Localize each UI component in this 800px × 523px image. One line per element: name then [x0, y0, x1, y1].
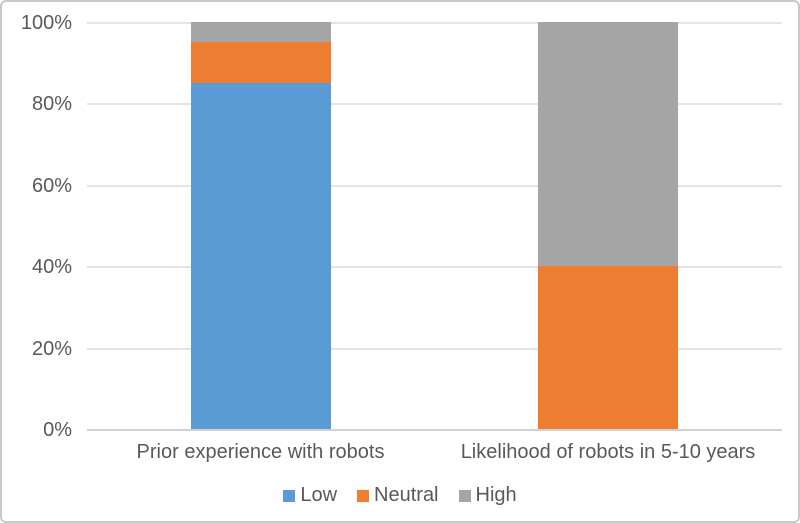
legend-label: Neutral [374, 484, 439, 506]
legend-swatch-icon [357, 490, 370, 502]
legend-swatch-icon [283, 490, 296, 502]
bar-0-segment-low [190, 83, 331, 429]
legend-label: Low [300, 484, 338, 506]
y-tick-label-20: 20% [31, 337, 72, 360]
y-tick-label-100: 100% [20, 12, 72, 34]
legend-item-low: Low [283, 483, 337, 507]
legend-item-high: High [458, 483, 517, 507]
gridline-60 [87, 184, 782, 187]
legend-swatch-icon [458, 490, 471, 502]
plot-area [87, 22, 782, 431]
y-tick-label-60: 60% [31, 174, 72, 197]
legend-item-neutral: Neutral [357, 483, 439, 507]
gridline-40 [87, 266, 782, 269]
y-tick-label-40: 40% [31, 256, 72, 279]
bar-1-segment-high [538, 22, 679, 267]
legend-label: High [475, 484, 517, 506]
bar-1 [538, 22, 679, 429]
gridline-20 [87, 347, 782, 350]
gridline-80 [87, 103, 782, 106]
y-tick-label-0: 0% [43, 419, 72, 441]
gridline-100 [87, 22, 782, 24]
x-axis-line [87, 429, 782, 431]
y-tick-label-80: 80% [31, 93, 72, 116]
legend: Low Neutral High [2, 483, 798, 507]
bar-0-segment-high [190, 22, 331, 43]
bar-0 [190, 22, 331, 429]
x-category-label-1: Likelihood of robots in 5-10 years [460, 441, 756, 463]
y-axis: 0% 20% 40% 60% 80% 100% [2, 2, 72, 521]
bar-0-segment-neutral [190, 42, 331, 84]
bar-1-segment-neutral [538, 266, 679, 429]
x-category-label-0: Prior experience with robots [136, 441, 385, 463]
x-axis-labels: Prior experience with robots Likelihood o… [87, 440, 782, 466]
